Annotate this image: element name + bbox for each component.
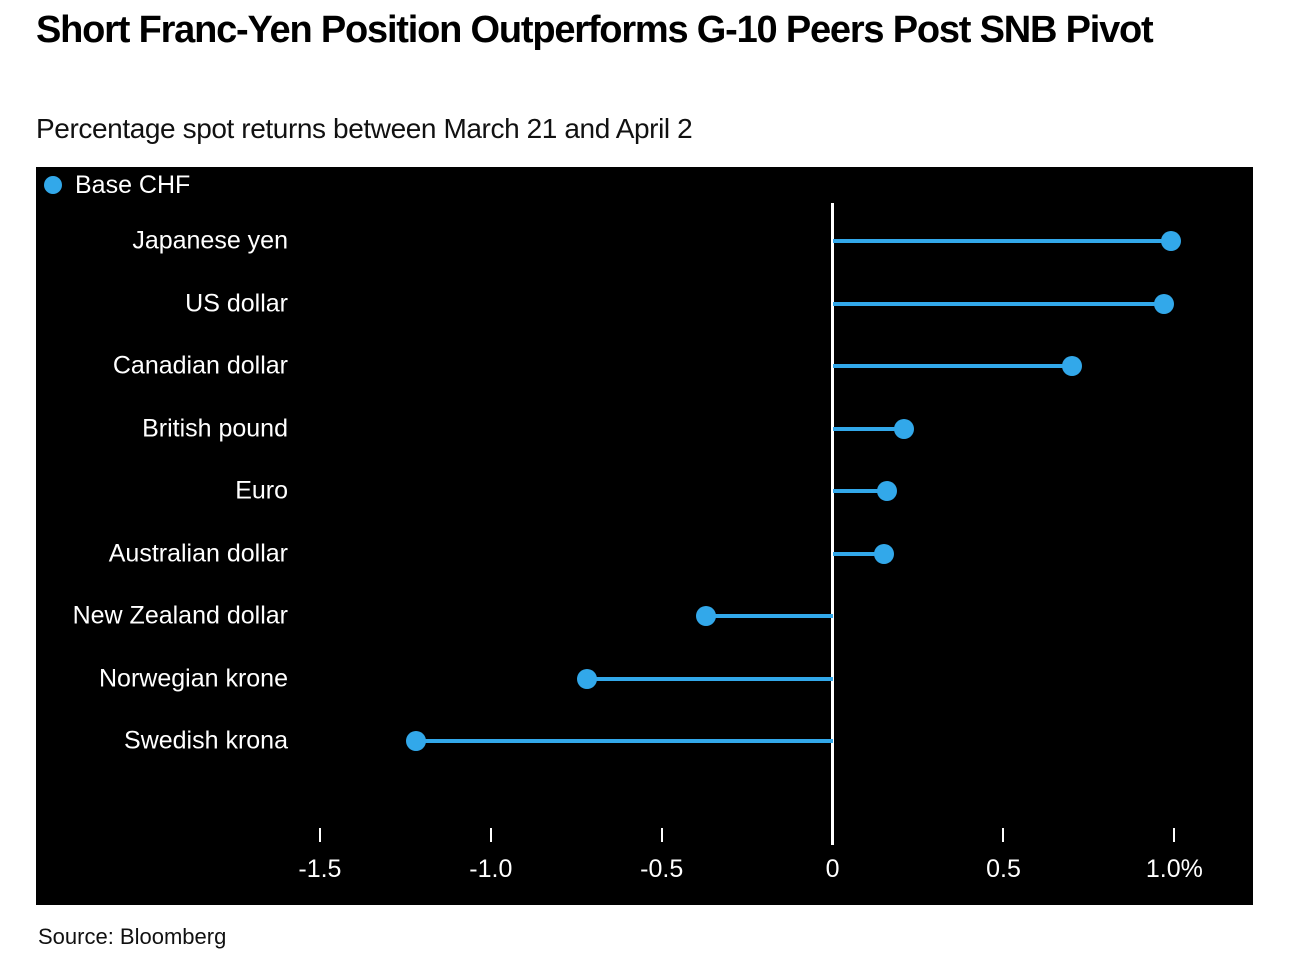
lollipop-dot [405, 731, 426, 752]
lollipop-dot [1061, 356, 1082, 377]
category-label: US dollar [185, 289, 288, 318]
lollipop-stem [832, 489, 888, 494]
chart-panel: Base CHF Japanese yen US dollar Canadian d… [36, 167, 1253, 905]
axis-tick-mark [1002, 828, 1005, 842]
chart-row: British pound [36, 398, 1253, 461]
lollipop-stem [415, 739, 833, 744]
zero-axis-line [831, 203, 835, 845]
axis-tick-label: -1.5 [298, 855, 342, 883]
lollipop-stem [832, 551, 884, 556]
chart-subtitle: Percentage spot returns between March 21… [36, 113, 693, 144]
chart-row: Euro [36, 460, 1253, 523]
axis-tick-mark [660, 828, 663, 842]
category-label: Australian dollar [108, 539, 288, 568]
chart-row: Canadian dollar [36, 335, 1253, 398]
legend: Base CHF [44, 170, 191, 199]
chart-row: Australian dollar [36, 523, 1253, 586]
plot-area: Japanese yen US dollar Canadian dollar Brit… [36, 210, 1253, 773]
lollipop-stem [832, 364, 1072, 369]
category-label: Swedish krona [124, 726, 288, 755]
axis-tick-label: 0.5 [986, 855, 1021, 883]
lollipop-dot [877, 481, 898, 502]
chart-title: Short Franc-Yen Position Outperforms G-1… [36, 9, 1154, 51]
lollipop-dot [894, 418, 915, 439]
category-label: Norwegian krone [99, 664, 288, 693]
lollipop-stem [832, 301, 1165, 306]
axis-tick-label: 1.0% [1145, 855, 1203, 883]
lollipop-dot [696, 606, 717, 627]
category-label: Japanese yen [132, 226, 288, 255]
legend-label: Base CHF [75, 170, 191, 199]
lollipop-dot [1154, 293, 1175, 314]
lollipop-stem [832, 239, 1171, 244]
axis-tick-label: -0.5 [640, 855, 684, 883]
chart-row: Norwegian krone [36, 648, 1253, 711]
category-label: British pound [142, 414, 288, 443]
axis-tick-mark [318, 828, 321, 842]
axis-tick-mark [1173, 828, 1176, 842]
lollipop-stem [586, 676, 833, 681]
axis-tick-mark [489, 828, 492, 842]
chart-row: New Zealand dollar [36, 585, 1253, 648]
axis-tick-label: -1.0 [469, 855, 513, 883]
legend-marker-icon [44, 176, 62, 194]
lollipop-dot [873, 543, 894, 564]
lollipop-dot [576, 668, 597, 689]
chart-row: Japanese yen [36, 210, 1253, 273]
source-caption: Source: Bloomberg [38, 924, 227, 949]
category-label: Canadian dollar [112, 351, 288, 380]
lollipop-stem [706, 614, 833, 619]
chart-row: US dollar [36, 273, 1253, 336]
category-label: New Zealand dollar [72, 601, 288, 630]
axis-tick-label: 0 [825, 855, 840, 883]
lollipop-dot [1160, 231, 1181, 252]
chart-row: Swedish krona [36, 710, 1253, 773]
category-label: Euro [235, 476, 288, 505]
lollipop-stem [832, 426, 905, 431]
